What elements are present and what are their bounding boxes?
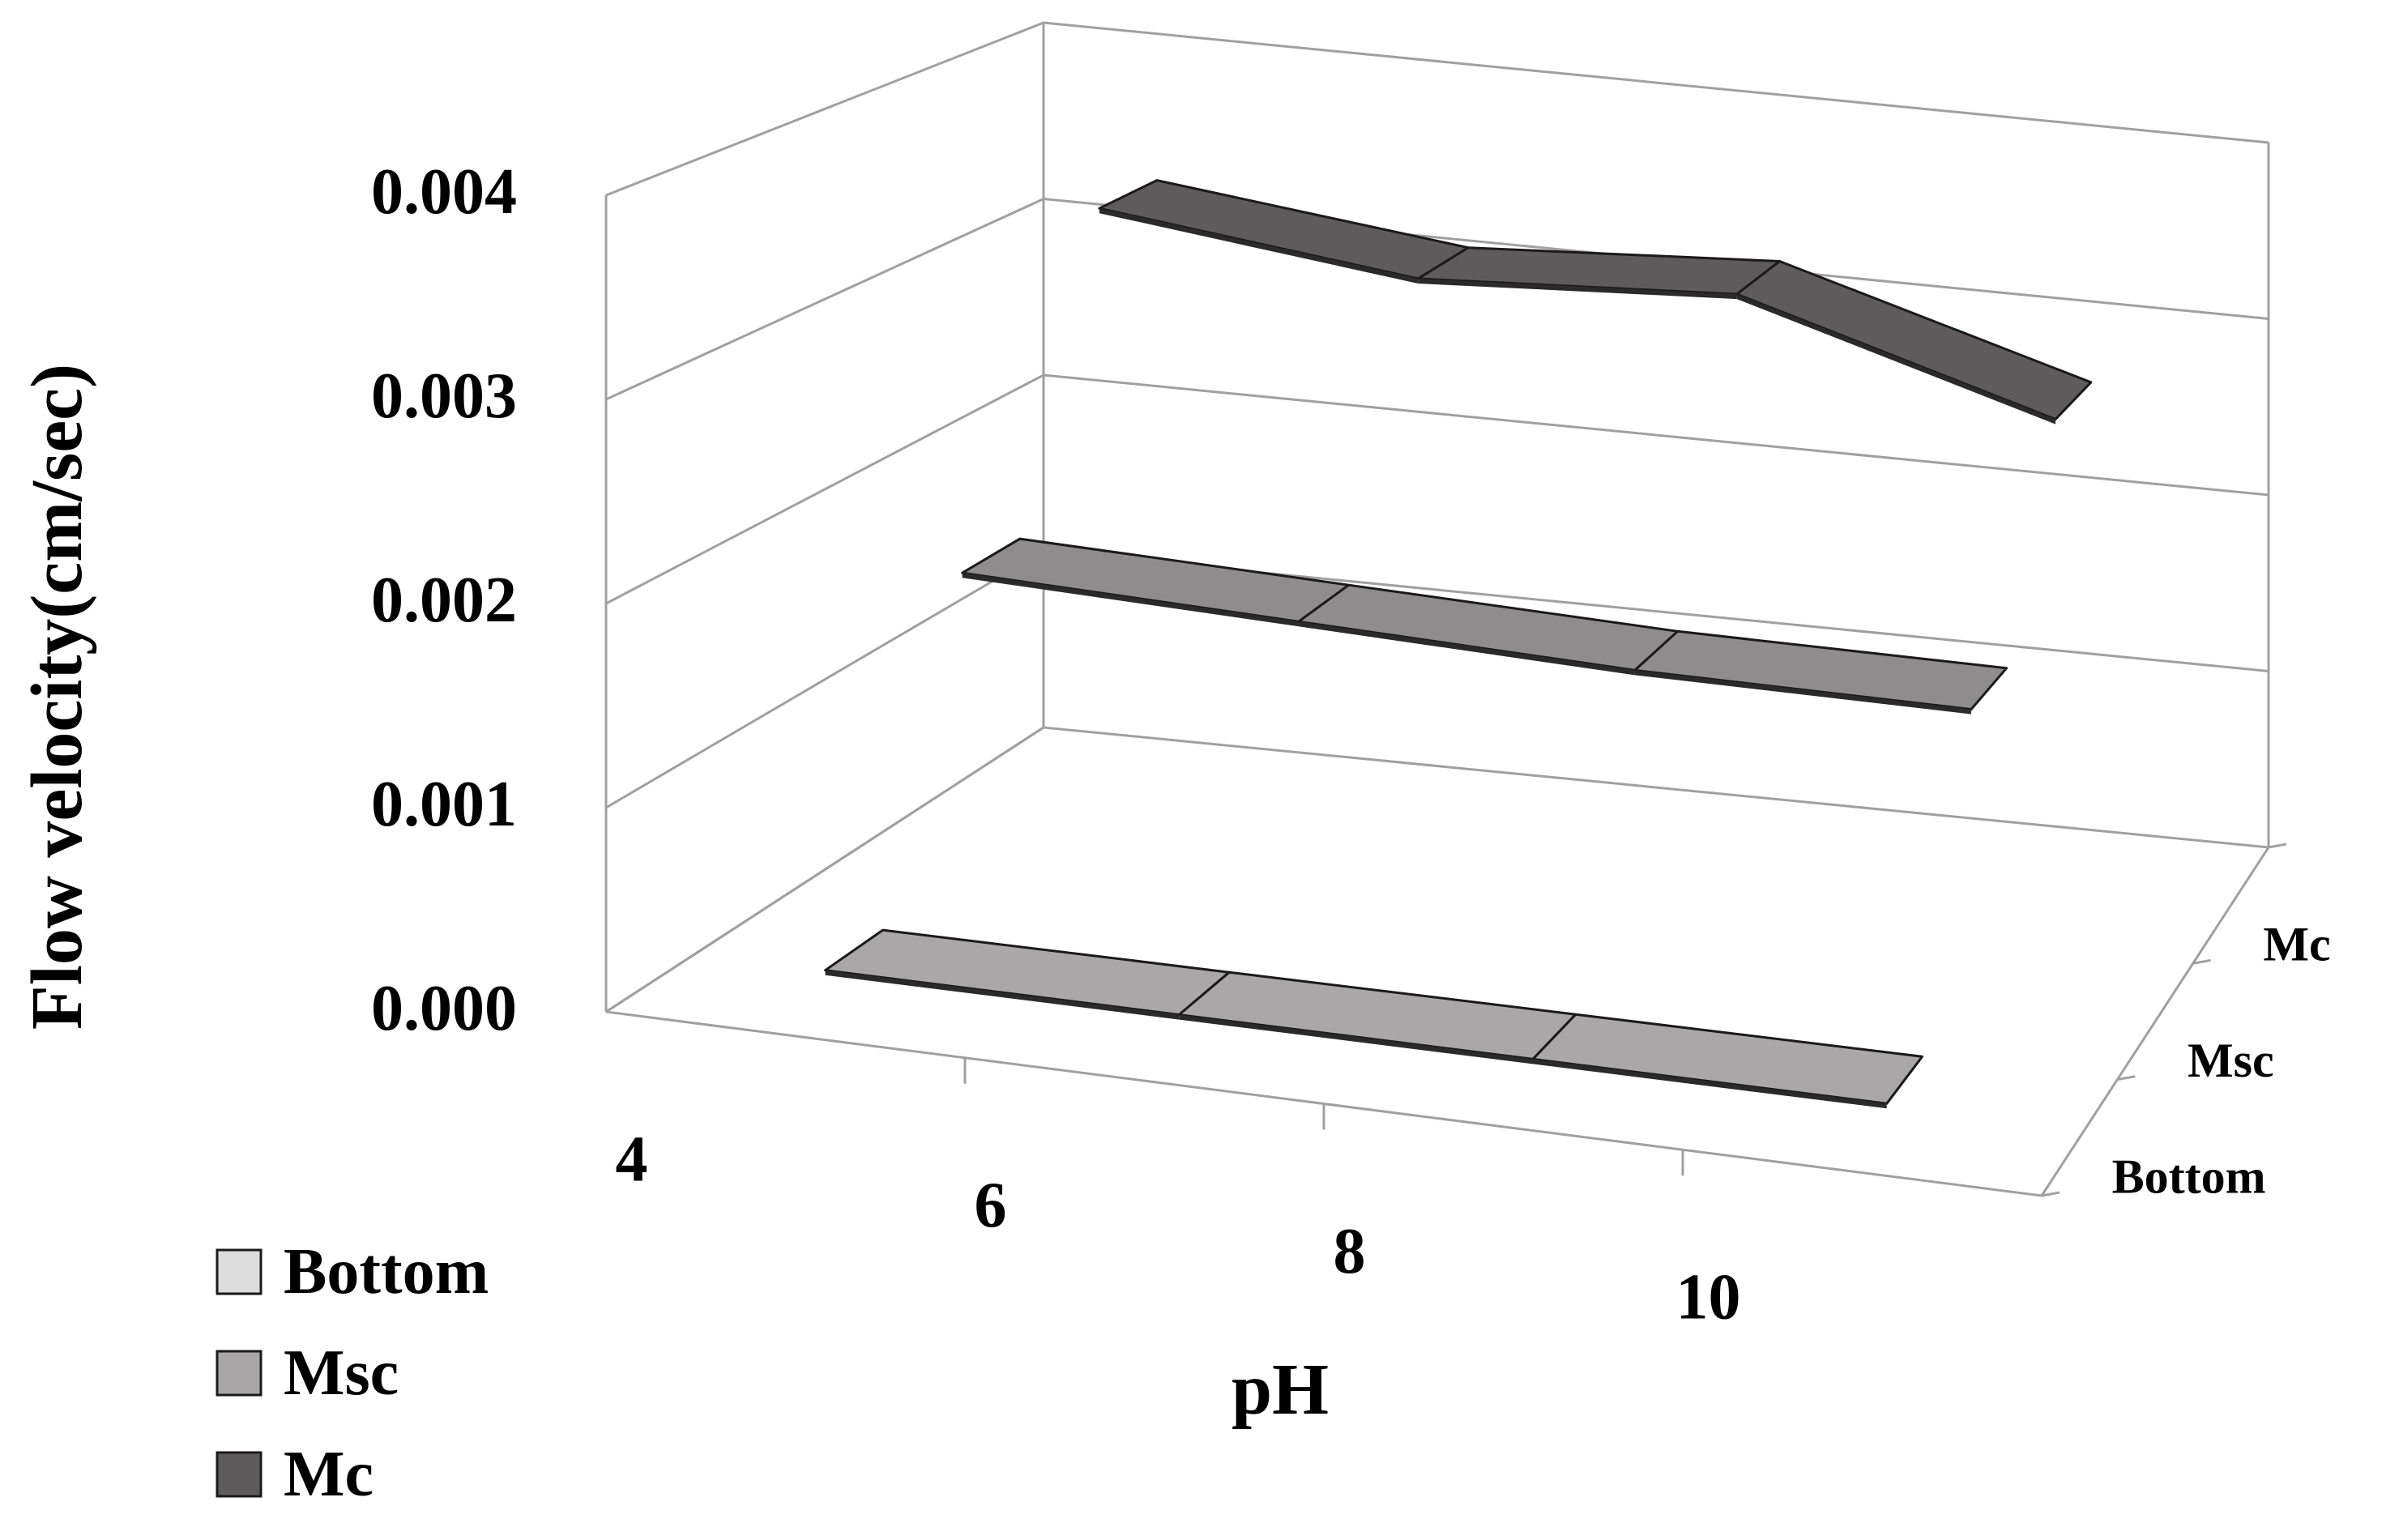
gridline-4 bbox=[605, 21, 2269, 197]
depth-tick-mark-1 bbox=[2117, 1075, 2136, 1081]
depth-tick-mark-0 bbox=[2041, 1191, 2060, 1197]
y-tick-label: 0.002 bbox=[371, 565, 517, 636]
depth-tick-mark-3 bbox=[2268, 843, 2287, 849]
ribbon-segment-bottom-1 bbox=[1177, 970, 1577, 1060]
ribbon-edge-msc-2 bbox=[1634, 670, 1971, 715]
axis-labels: 0.000 0.001 0.002 0.003 0.004 4 6 8 10 Bottom Msc M… bbox=[17, 156, 2331, 1430]
y-tick-label: 0.000 bbox=[371, 973, 517, 1044]
depth-tick-label: Bottom bbox=[2112, 1150, 2266, 1203]
ribbon-edge-mc-0 bbox=[1099, 208, 1419, 284]
x-tick-label: 4 bbox=[616, 1124, 648, 1195]
data-ribbons bbox=[824, 179, 2093, 1109]
legend-swatch-bottom bbox=[216, 1248, 263, 1295]
depth-tick-label: Msc bbox=[2188, 1034, 2274, 1087]
floor-left-edge bbox=[605, 726, 1044, 1013]
x-tick-label: 6 bbox=[975, 1170, 1007, 1241]
legend-label-msc: Msc bbox=[284, 1337, 399, 1409]
floor-right-edge bbox=[2040, 847, 2270, 1197]
ribbon-edge-msc-1 bbox=[1298, 621, 1635, 676]
y-tick-label: 0.003 bbox=[371, 360, 517, 432]
x-axis-title: pH bbox=[1232, 1350, 1329, 1430]
legend-label-bottom: Bottom bbox=[284, 1236, 489, 1308]
depth-tick-label: Mc bbox=[2263, 918, 2330, 971]
legend-swatch-msc bbox=[216, 1350, 263, 1397]
ribbon-segment-msc-2 bbox=[1633, 629, 2008, 711]
ribbon-edge-msc-0 bbox=[962, 573, 1299, 627]
ribbon-segment-bottom-2 bbox=[1531, 1013, 1923, 1105]
ribbon-segment-msc-0 bbox=[961, 537, 1351, 623]
ribbon-edge-mc-1 bbox=[1418, 279, 1737, 300]
ribbon-edge-mc-2 bbox=[1736, 294, 2055, 424]
gridline-1 bbox=[605, 549, 2269, 809]
ribbon-edge-bottom-2 bbox=[1533, 1059, 1887, 1109]
y-tick-label: 0.001 bbox=[371, 769, 517, 840]
ribbon-edge-bottom-1 bbox=[1179, 1014, 1533, 1064]
chart-walls bbox=[604, 21, 2287, 1197]
ribbon-segment-bottom-0 bbox=[824, 928, 1231, 1017]
x-tick-label: 10 bbox=[1676, 1262, 1741, 1333]
x-tick-label: 8 bbox=[1334, 1216, 1366, 1287]
ribbon-edge-bottom-0 bbox=[825, 970, 1180, 1020]
depth-tick-mark-2 bbox=[2192, 958, 2211, 965]
legend-label-mc: Mc bbox=[284, 1439, 374, 1510]
ribbon-segment-mc-1 bbox=[1416, 246, 1781, 296]
legend-swatch-mc bbox=[216, 1451, 263, 1498]
legend: Bottom Msc Mc bbox=[216, 1236, 489, 1510]
y-axis-title: Flow velocity(cm/sec) bbox=[17, 364, 97, 1030]
ribbon-segment-mc-0 bbox=[1098, 179, 1470, 280]
y-tick-label: 0.004 bbox=[371, 156, 517, 228]
ribbon-segment-msc-1 bbox=[1297, 583, 1680, 672]
